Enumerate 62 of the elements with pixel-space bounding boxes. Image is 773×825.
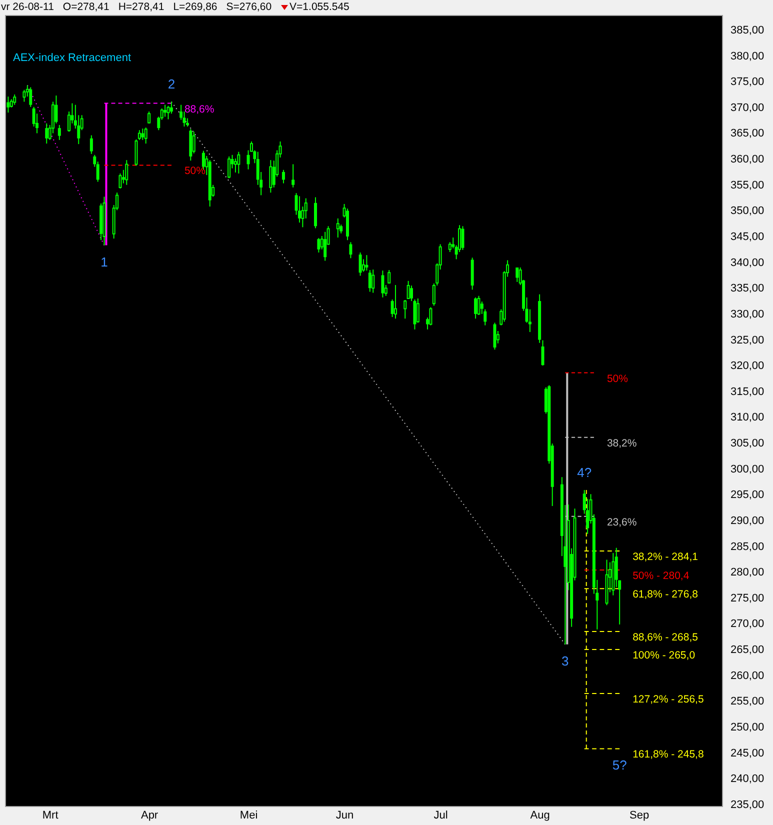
annotation: 1 xyxy=(100,254,108,270)
y-tick-label: 275,00 xyxy=(730,592,764,604)
series-label: 50% xyxy=(184,165,206,178)
x-tick-label: Sep xyxy=(629,810,650,822)
series-label: 161,8% - 245,8 xyxy=(632,748,704,761)
series-label: 50% xyxy=(606,372,628,385)
y-tick-label: 235,00 xyxy=(730,798,764,811)
y-tick-label: 315,00 xyxy=(730,386,764,398)
text: O=278,41 xyxy=(62,1,110,13)
y-tick-label: 345,00 xyxy=(730,231,764,243)
y-tick-label: 240,00 xyxy=(730,773,764,786)
y-tick-label: 285,00 xyxy=(730,540,764,553)
text: S=276,60 xyxy=(226,1,272,13)
y-tick-label: 330,00 xyxy=(730,308,764,320)
text: L=269,86 xyxy=(173,1,218,13)
annotation: 3 xyxy=(562,653,569,668)
series-label: 88,6% - 268,5 xyxy=(632,631,698,644)
y-tick-label: 350,00 xyxy=(730,205,764,218)
x-tick-label: Apr xyxy=(140,810,158,822)
text: vr 26-08-11 xyxy=(1,1,54,13)
x-tick-label: Mrt xyxy=(42,810,58,822)
annotation: 4? xyxy=(577,465,592,480)
y-tick-label: 300,00 xyxy=(730,463,764,476)
y-tick-label: 270,00 xyxy=(730,618,764,630)
series-label: 23,6% xyxy=(606,516,637,528)
text: H=278,41 xyxy=(118,1,164,13)
y-tick-label: 335,00 xyxy=(730,282,764,295)
series-label: 38,2% - 284,1 xyxy=(632,550,698,563)
series-label: 100% - 265,0 xyxy=(632,650,696,662)
y-tick-label: 365,00 xyxy=(730,128,764,140)
series-label: 38,2% xyxy=(606,437,637,450)
x-tick-label: Jun xyxy=(336,810,354,822)
y-tick-label: 265,00 xyxy=(730,644,764,656)
y-tick-label: 380,00 xyxy=(730,50,764,62)
series-label: 50% - 280,4 xyxy=(632,570,690,582)
x-tick-label: Aug xyxy=(530,810,550,822)
text: V=1.055.545 xyxy=(290,1,350,13)
y-tick-label: 295,00 xyxy=(730,489,764,502)
y-tick-label: 255,00 xyxy=(730,696,764,708)
y-tick-label: 320,00 xyxy=(730,360,764,372)
annotation: 5? xyxy=(612,758,627,773)
text: AEX-index Retracement xyxy=(13,52,131,64)
series-label: 127,2% - 256,5 xyxy=(632,693,704,706)
y-tick-label: 325,00 xyxy=(730,334,764,346)
y-tick-label: 290,00 xyxy=(730,514,764,527)
y-tick-label: 305,00 xyxy=(730,438,764,450)
y-tick-label: 245,00 xyxy=(730,747,764,760)
y-tick-label: 355,00 xyxy=(730,179,764,192)
y-tick-label: 360,00 xyxy=(730,154,764,166)
y-tick-label: 385,00 xyxy=(730,24,764,36)
y-tick-label: 340,00 xyxy=(730,256,764,269)
y-tick-label: 310,00 xyxy=(730,412,764,424)
y-tick-label: 280,00 xyxy=(730,566,764,579)
x-tick-label: Jul xyxy=(434,810,448,822)
x-tick-label: Mei xyxy=(240,810,258,822)
annotation: 2 xyxy=(168,76,176,92)
y-tick-label: 375,00 xyxy=(730,76,764,88)
y-tick-label: 370,00 xyxy=(730,102,764,114)
series-label: 88,6% xyxy=(184,103,214,116)
y-tick-label: 250,00 xyxy=(730,722,764,734)
y-tick-label: 260,00 xyxy=(730,670,764,682)
series-label: 61,8% - 276,8 xyxy=(632,588,698,601)
